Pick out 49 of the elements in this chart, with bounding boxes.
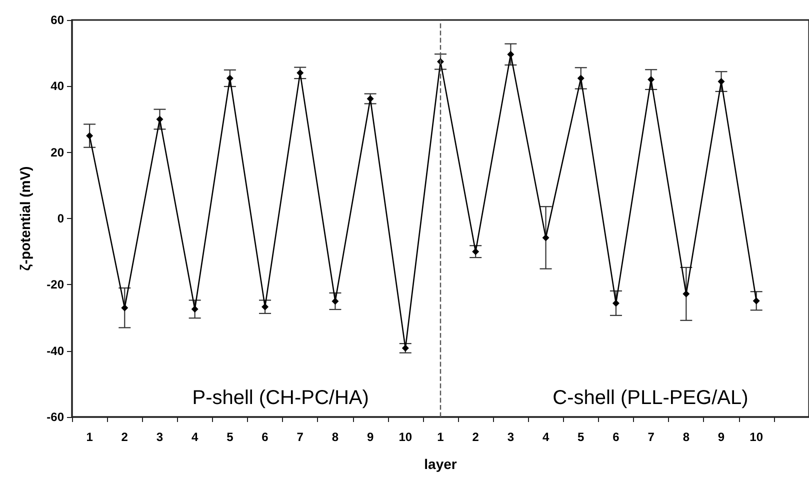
x-tick-label: 9 <box>718 430 725 444</box>
y-tick-label: -20 <box>46 278 64 292</box>
x-tick-label: 2 <box>472 430 480 444</box>
point <box>366 95 374 102</box>
x-tick-label: 3 <box>156 430 164 444</box>
x-tick-label: 8 <box>332 430 339 444</box>
point <box>191 306 198 313</box>
x-tick-label: 5 <box>578 430 585 444</box>
x-tick-label: 2 <box>121 430 128 444</box>
x-tick-label: 7 <box>648 430 655 444</box>
point <box>332 298 339 305</box>
x-tick-label: 10 <box>398 430 412 444</box>
x-tick-label: 8 <box>682 430 690 444</box>
y-tick-label: 60 <box>50 13 64 27</box>
y-tick-label: -60 <box>46 410 64 424</box>
y-tick-label: -40 <box>46 344 64 358</box>
point <box>156 116 164 123</box>
x-tick-label: 1 <box>437 430 444 444</box>
annotation: P-shell (CH-PC/HA) <box>192 387 369 409</box>
point <box>262 303 269 310</box>
point <box>542 234 550 242</box>
point <box>682 290 690 298</box>
point <box>226 74 234 82</box>
x-tick-label: 3 <box>507 430 514 444</box>
point <box>718 78 725 86</box>
x-tick-label: 6 <box>612 430 620 444</box>
x-tick-label: 5 <box>226 430 234 444</box>
point <box>296 69 304 76</box>
y-tick-label: 20 <box>50 145 64 160</box>
y-tick-label: 0 <box>57 212 64 226</box>
annotation: C-shell (PLL-PEG/AL) <box>552 387 748 409</box>
point <box>121 304 128 312</box>
x-axis-title: layer <box>424 456 458 472</box>
point <box>402 344 409 352</box>
x-tick-label: 7 <box>296 430 304 444</box>
point <box>577 74 584 82</box>
point <box>507 50 514 58</box>
x-tick-label: 10 <box>750 430 764 444</box>
x-tick-label: 4 <box>191 430 198 444</box>
point <box>86 132 94 140</box>
point <box>612 300 620 307</box>
point <box>752 297 760 304</box>
x-tick-label: 6 <box>262 430 269 444</box>
y-axis-title: ζ-potential (mV) <box>17 166 33 271</box>
x-tick-label: 4 <box>542 430 550 444</box>
y-tick-label: 40 <box>50 79 64 94</box>
x-tick-label: 1 <box>86 430 94 444</box>
x-tick-label: 9 <box>366 430 374 444</box>
point <box>472 248 480 256</box>
